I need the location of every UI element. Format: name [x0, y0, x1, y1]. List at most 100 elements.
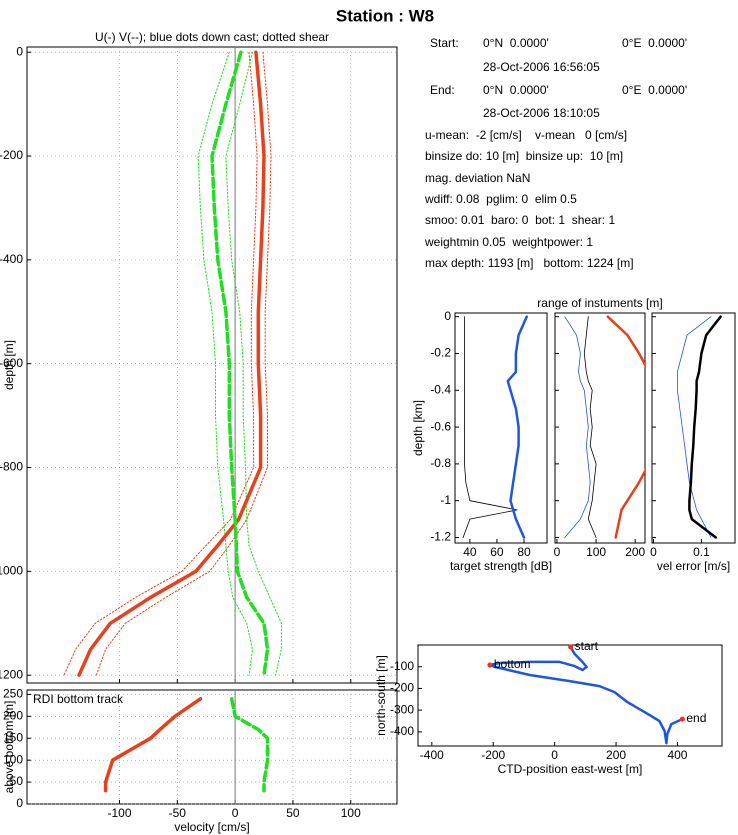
data-line: [197, 51, 253, 676]
info-text: Start:: [430, 36, 459, 50]
plot-area: [26, 46, 398, 684]
data-line: [229, 697, 270, 793]
y-tick-label: -0.4: [430, 382, 451, 396]
annotation: end: [686, 711, 706, 725]
plot-area: [454, 312, 548, 544]
series-group: [462, 315, 528, 539]
x-tick-label: 0: [554, 545, 561, 559]
info-text: 0°N 0.0000': [483, 36, 549, 50]
x-tick-label: 50: [286, 806, 300, 820]
data-line: [583, 316, 597, 538]
annotation: start: [575, 639, 599, 653]
info-text: binsize do: 10 [m] binsize up: 10 [m]: [425, 149, 623, 163]
y-axis-label: above bottom [m]: [2, 701, 16, 794]
x-tick-label: -200: [481, 748, 505, 762]
plot-area: [554, 312, 646, 544]
y-tick-label: 250: [3, 687, 23, 701]
annotation-marker: [568, 644, 574, 650]
y-tick-label: 50: [10, 774, 24, 788]
data-line: [564, 316, 591, 538]
data-line: [63, 51, 258, 676]
x-tick-label: 0.1: [693, 545, 710, 559]
x-tick-label: -50: [169, 806, 187, 820]
y-tick-label: -0.2: [430, 346, 451, 360]
y-tick-label: -0.8: [430, 456, 451, 470]
x-tick-label: 100: [341, 806, 361, 820]
y-tick-label: -600: [0, 356, 23, 370]
y-tick-label: 0: [16, 796, 23, 810]
x-tick-label: -100: [107, 806, 131, 820]
data-line: [688, 315, 722, 539]
x-tick-label: 60: [490, 545, 504, 559]
y-axis-label: north-south [m]: [374, 655, 388, 736]
y-tick-label: -1.2: [430, 530, 451, 544]
x-tick-label: -400: [420, 748, 444, 762]
series-group: [564, 315, 645, 539]
series-group: [103, 697, 270, 793]
plot-area: [417, 644, 723, 747]
annotation: bottom: [494, 657, 531, 671]
y-tick-label: -1: [440, 493, 451, 507]
x-tick-label: 200: [606, 748, 626, 762]
y-tick-label: -200: [0, 148, 23, 162]
y-tick-label: -300: [390, 702, 414, 716]
x-axis-label: vel error [m/s]: [657, 559, 730, 573]
info-text: 28-Oct-2006 16:56:05: [483, 60, 600, 74]
x-tick-label: 0: [650, 545, 657, 559]
y-tick-label: -0.6: [430, 419, 451, 433]
info-text: weightmin 0.05 weightpower: 1: [424, 235, 593, 249]
info-text: End:: [430, 83, 455, 97]
plot-area: [26, 689, 398, 805]
x-tick-label: 200: [625, 545, 645, 559]
page-title: Station : W8: [336, 6, 434, 25]
x-tick-label: 0: [551, 748, 558, 762]
x-axis-label: CTD-position east-west [m]: [498, 762, 643, 776]
chart-title: RDI bottom track: [33, 692, 124, 706]
x-tick-label: 400: [667, 748, 687, 762]
y-tick-label: 0: [444, 309, 451, 323]
data-line: [210, 50, 270, 677]
chart-title: range of instuments [m]: [537, 296, 662, 310]
series-group: [488, 645, 684, 745]
y-axis-label: depth [m]: [2, 340, 16, 390]
data-line: [77, 50, 266, 677]
data-line: [506, 315, 528, 539]
data-line: [677, 316, 712, 538]
info-text: mag. deviation NaN: [425, 171, 530, 185]
x-tick-label: 100: [586, 545, 606, 559]
y-tick-label: -400: [0, 252, 23, 266]
data-line: [225, 51, 282, 676]
annotation-marker: [679, 716, 685, 722]
info-text: u-mean: -2 [cm/s] v-mean 0 [cm/s]: [425, 128, 627, 142]
x-axis-label: target strength [dB]: [450, 559, 552, 573]
info-text: 0°N 0.0000': [483, 83, 549, 97]
y-tick-label: 0: [16, 44, 23, 58]
info-text: wdiff: 0.08 pglim: 0 elim 0.5: [424, 192, 577, 206]
info-text: smoo: 0.01 baro: 0 bot: 1 shear: 1: [425, 213, 615, 227]
y-tick-label: 200: [3, 708, 23, 722]
series-group: [677, 315, 722, 539]
annotation-marker: [487, 662, 493, 668]
data-line: [103, 697, 203, 793]
y-tick-label: -400: [390, 724, 414, 738]
y-tick-label: -100: [390, 659, 414, 673]
info-text: 28-Oct-2006 18:10:05: [483, 106, 600, 120]
x-tick-label: 40: [463, 545, 477, 559]
info-text: 0°E 0.0000': [622, 83, 687, 97]
series-group: [63, 50, 282, 677]
data-line: [606, 315, 645, 539]
x-tick-label: 80: [517, 545, 531, 559]
y-tick-label: -200: [390, 681, 414, 695]
y-axis-label: depth [km]: [411, 400, 425, 456]
x-axis-label: velocity [cm/s]: [174, 820, 249, 834]
y-tick-label: 100: [3, 752, 23, 766]
data-line: [95, 51, 272, 676]
data-line: [488, 645, 684, 745]
y-tick-label: -1200: [0, 667, 23, 681]
info-text: max depth: 1193 [m] bottom: 1224 [m]: [425, 256, 634, 270]
x-tick-label: 0: [232, 806, 239, 820]
data-line: [462, 316, 518, 538]
